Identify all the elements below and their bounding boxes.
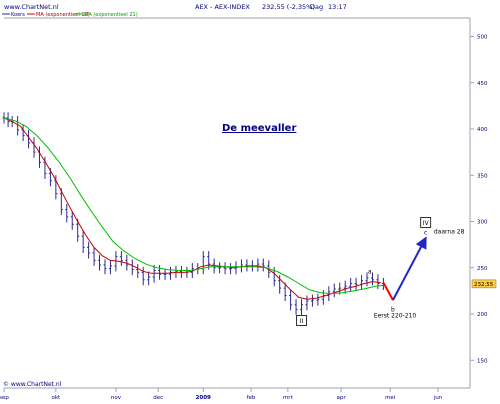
- ma21-line: [3, 117, 384, 295]
- note-daarna: daarna 28: [434, 229, 465, 236]
- x-tick-label: feb: [247, 395, 256, 400]
- price-bar: [321, 289, 325, 305]
- price-bar: [98, 254, 102, 271]
- price-bar: [37, 146, 41, 168]
- x-tick-label: okt: [51, 395, 61, 400]
- price-bar: [245, 259, 249, 272]
- projection-blue-leg: [392, 236, 427, 301]
- price-bar: [218, 262, 222, 274]
- x-tick-label: sep: [0, 395, 9, 400]
- price-series: [2, 112, 385, 315]
- price-bar: [229, 263, 233, 275]
- price-bar: [305, 295, 309, 311]
- y-tick-label: 300: [477, 220, 488, 226]
- wave-label-IV: IV: [423, 220, 430, 227]
- price-bar: [43, 156, 47, 179]
- wave-label-c: c: [424, 230, 427, 237]
- legend-ma21: MA (exponentieel 21): [84, 12, 138, 18]
- price-bar: [136, 264, 140, 278]
- price-bar: [376, 274, 380, 290]
- price-bar: [70, 211, 74, 230]
- wave-label-II: II: [300, 318, 304, 325]
- price-bar: [261, 258, 265, 272]
- x-tick-label: mei: [385, 395, 396, 400]
- wave-label-box: [420, 217, 432, 228]
- price-bar: [92, 247, 96, 266]
- moving-average-series: [3, 117, 384, 300]
- header-last-value: 232,55 (-2,35%): [262, 3, 315, 11]
- x-tick-label: 2009: [196, 395, 211, 400]
- x-tick-label: mrt: [283, 395, 294, 400]
- price-bar: [147, 271, 151, 286]
- price-bar: [332, 283, 336, 298]
- y-tick-label: 150: [477, 358, 488, 364]
- price-bar: [283, 282, 287, 302]
- price-bar: [103, 259, 107, 275]
- price-bar: [223, 262, 227, 275]
- price-bar: [239, 259, 243, 273]
- y-axis-ticks: 150 200 250 300 350 400 450 500 232,55: [470, 35, 497, 364]
- header-time: 13:17: [328, 3, 347, 11]
- price-bar: [21, 124, 25, 142]
- price-bar: [81, 230, 85, 253]
- price-bar: [354, 277, 358, 290]
- price-bar: [289, 289, 293, 311]
- price-bar: [163, 268, 167, 280]
- price-bar: [65, 203, 69, 223]
- chart-title: De meevaller: [222, 123, 296, 134]
- wave-label-b: b: [391, 306, 395, 313]
- last-value-box: [471, 279, 497, 289]
- x-tick-label: nov: [111, 395, 122, 400]
- price-bar: [349, 277, 353, 292]
- price-bar: [300, 299, 304, 315]
- y-tick-label: 450: [477, 81, 488, 87]
- x-tick-label: dec: [153, 395, 163, 400]
- price-bar: [158, 264, 162, 280]
- projection-red-leg: [382, 282, 394, 301]
- price-bar: [316, 293, 320, 306]
- legend: Koers MA (exponentieel 10) MA (exponenti…: [2, 12, 138, 18]
- price-bar: [360, 275, 364, 290]
- y-tick-label: 350: [477, 173, 488, 179]
- price-bar: [370, 272, 374, 286]
- price-bar: [343, 280, 347, 294]
- header-instrument: AEX - AEX-INDEX: [195, 3, 250, 11]
- price-bar: [201, 251, 205, 275]
- price-bar: [310, 294, 314, 307]
- price-bar: [141, 266, 145, 286]
- x-axis-ticks: sep okt nov dec 2009 feb mrt apr mei jun: [0, 388, 443, 401]
- x-tick-label: jun: [433, 395, 443, 400]
- legend-ma10: MA (exponentieel 10): [36, 12, 90, 18]
- y-tick-label: 400: [477, 127, 488, 133]
- price-bar: [76, 218, 80, 242]
- last-value-label: 232,55: [474, 282, 494, 288]
- price-bar: [207, 251, 211, 270]
- note-eerst: Eerst 220-210: [374, 313, 417, 320]
- annotations: II a b IV c Eerst 220-210 daarna 28: [296, 217, 465, 326]
- y-tick-label: 250: [477, 266, 488, 272]
- price-bar: [294, 299, 298, 315]
- footer-site: © www.ChartNet.nl: [3, 381, 62, 388]
- price-bar: [119, 251, 123, 266]
- price-bar: [130, 259, 134, 276]
- y-tick-label: 500: [477, 35, 488, 41]
- price-bar: [108, 260, 112, 275]
- legend-price: Koers: [11, 12, 25, 18]
- price-bar: [365, 272, 369, 287]
- x-tick-label: apr: [337, 395, 347, 400]
- price-bar: [87, 241, 91, 259]
- projection-arrows: [382, 236, 427, 301]
- wave-label-a: a: [368, 268, 372, 275]
- header-period: Dag: [310, 3, 323, 11]
- ma10-line: [3, 117, 381, 300]
- price-bar: [32, 137, 36, 158]
- wave-label-box: [296, 315, 307, 326]
- header-site: www.ChartNet.nl: [4, 3, 59, 11]
- price-bar: [59, 188, 63, 216]
- y-tick-label: 200: [477, 312, 488, 318]
- price-bar: [256, 258, 260, 272]
